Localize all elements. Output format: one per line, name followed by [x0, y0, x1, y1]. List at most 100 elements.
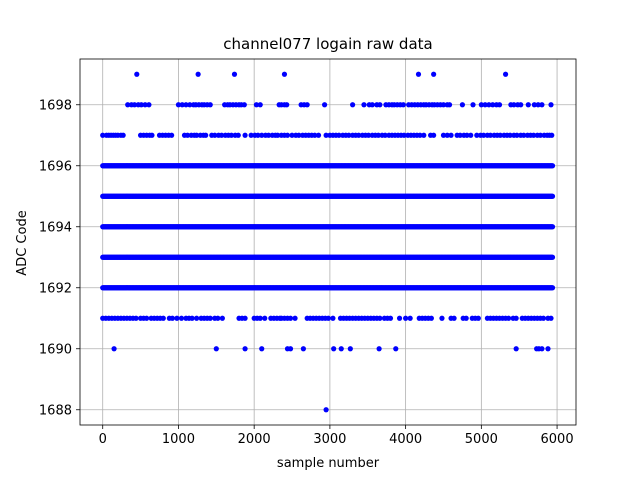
- plot-frame: [79, 58, 577, 426]
- data-point: [439, 315, 445, 321]
- data-point: [537, 132, 544, 138]
- data-point: [125, 102, 131, 108]
- data-point: [133, 315, 139, 321]
- data-point: [275, 132, 281, 138]
- data-point: [421, 132, 427, 138]
- data-point: [518, 102, 524, 108]
- data-point: [183, 102, 189, 108]
- data-point: [470, 102, 476, 108]
- data-point: [259, 346, 265, 352]
- data-point: [287, 346, 294, 352]
- data-point: [448, 132, 454, 138]
- data-point: [189, 315, 195, 321]
- data-point: [120, 132, 126, 138]
- data-point: [195, 71, 201, 77]
- data-point: [502, 71, 509, 77]
- data-point: [331, 346, 337, 352]
- data-point: [242, 346, 248, 352]
- y-axis-ticks: 1688 1690 1692 1694 1696 1698: [39, 98, 80, 418]
- data-point: [138, 102, 144, 108]
- data-point: [179, 102, 185, 108]
- data-point: [213, 346, 219, 352]
- x-tick-label: 4000: [389, 432, 422, 447]
- data-point: [497, 132, 503, 138]
- data-point: [506, 315, 512, 321]
- data-point: [549, 193, 556, 199]
- data-point: [281, 71, 288, 77]
- data-point: [194, 132, 200, 138]
- data-point: [146, 102, 152, 108]
- data-point: [393, 346, 399, 352]
- data-point: [369, 102, 375, 108]
- data-point: [149, 132, 155, 138]
- y-tick-label: 1692: [39, 281, 72, 296]
- data-point: [431, 132, 437, 138]
- data-point: [539, 102, 545, 108]
- y-axis-label: ADC Code: [15, 210, 30, 275]
- data-point: [100, 132, 106, 138]
- data-point: [325, 315, 331, 321]
- x-tick-label: 1000: [162, 432, 195, 447]
- data-point: [169, 132, 175, 138]
- data-point: [481, 132, 487, 138]
- data-point: [315, 132, 322, 138]
- data-point: [111, 346, 117, 352]
- data-point: [241, 102, 247, 108]
- data-point: [475, 315, 481, 321]
- x-tick-label: 0: [99, 432, 107, 447]
- data-point: [323, 407, 329, 413]
- data-point: [549, 163, 556, 169]
- data-point: [323, 132, 329, 138]
- data-point: [300, 346, 306, 352]
- data-point: [446, 102, 453, 108]
- data-point: [387, 315, 394, 321]
- chart-title: channel077 logain raw data: [223, 35, 432, 53]
- data-point: [235, 132, 241, 138]
- data-point: [403, 315, 409, 321]
- data-point: [131, 102, 138, 108]
- data-point: [265, 132, 272, 138]
- data-point: [530, 132, 537, 138]
- data-point: [377, 102, 383, 108]
- data-point: [549, 254, 556, 260]
- data-point: [428, 315, 434, 321]
- data-point: [194, 315, 200, 321]
- data-point: [525, 102, 531, 108]
- data-point: [549, 285, 556, 291]
- data-point: [417, 132, 423, 138]
- data-point: [440, 102, 447, 108]
- data-point: [514, 132, 520, 138]
- data-point: [415, 71, 422, 77]
- data-point: [215, 315, 221, 321]
- data-point: [431, 71, 437, 77]
- data-point: [407, 315, 413, 321]
- data-point: [507, 132, 513, 138]
- data-point: [248, 132, 254, 138]
- data-point: [257, 315, 263, 321]
- data-point: [444, 132, 450, 138]
- data-point: [535, 102, 541, 108]
- data-point: [347, 346, 353, 352]
- data-point: [174, 315, 180, 321]
- data-point: [375, 132, 381, 138]
- data-point: [440, 132, 447, 138]
- y-tick-label: 1698: [39, 98, 72, 113]
- data-point: [539, 346, 545, 352]
- data-point: [482, 102, 488, 108]
- x-tick-label: 3000: [313, 432, 346, 447]
- data-point: [207, 102, 213, 108]
- data-point: [513, 346, 519, 352]
- data-point: [284, 132, 291, 138]
- data-point: [376, 346, 382, 352]
- data-point: [321, 102, 328, 108]
- data-point: [468, 132, 474, 138]
- data-point: [219, 132, 225, 138]
- data-point: [350, 102, 356, 108]
- data-point: [304, 102, 310, 108]
- x-tick-label: 5000: [465, 432, 498, 447]
- data-point: [255, 132, 261, 138]
- data-point: [486, 102, 492, 108]
- data-point: [496, 102, 503, 108]
- data-point: [487, 132, 494, 138]
